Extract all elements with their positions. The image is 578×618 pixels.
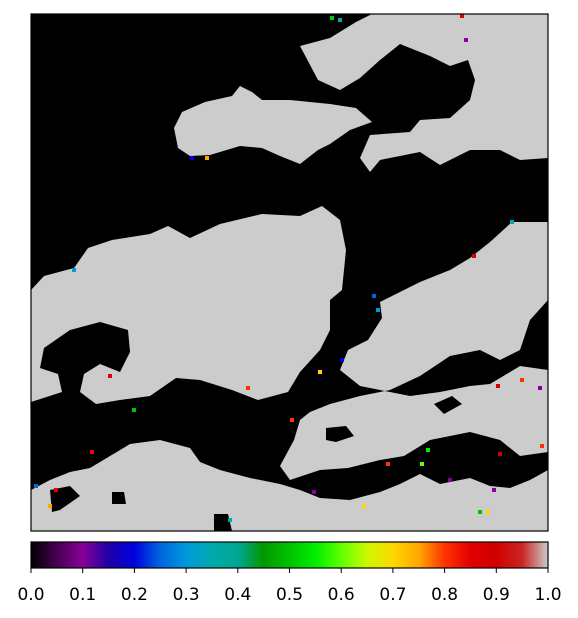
- heatmap-region: [280, 222, 548, 480]
- speckle: [132, 408, 136, 412]
- speckle: [478, 510, 482, 514]
- colorbar-gradient-bar: [31, 542, 548, 568]
- heatmap-region: [31, 206, 346, 404]
- heatmap-region: [31, 440, 548, 531]
- speckle: [205, 156, 209, 160]
- colorbar-tick-label: 0.7: [379, 585, 406, 605]
- speckle: [448, 478, 452, 482]
- colorbar-tick-label: 0.5: [276, 585, 303, 605]
- heatmap-frame: [30, 13, 549, 532]
- speckle: [290, 418, 294, 422]
- speckle: [72, 268, 76, 272]
- speckle: [460, 14, 464, 18]
- colorbar-tick-label: 0.3: [173, 585, 200, 605]
- speckle: [246, 386, 250, 390]
- speckle: [108, 374, 112, 378]
- colorbar-tick-label: 0.0: [17, 585, 44, 605]
- speckle: [90, 450, 94, 454]
- speckle: [426, 448, 430, 452]
- colorbar-tick-label: 0.9: [483, 585, 510, 605]
- heatmap-hole: [214, 514, 232, 531]
- speckle: [338, 18, 342, 22]
- heatmap-panel: [30, 13, 549, 532]
- speckle: [362, 504, 366, 508]
- heatmap-hole: [326, 426, 354, 442]
- heatmap-speckles: [34, 14, 544, 522]
- speckle: [330, 16, 334, 20]
- speckle: [496, 384, 500, 388]
- heatmap-hole: [112, 492, 126, 504]
- speckle: [520, 378, 524, 382]
- speckle: [376, 308, 380, 312]
- colorbar-tick-label: 0.4: [224, 585, 251, 605]
- speckle: [538, 386, 542, 390]
- speckle: [228, 518, 232, 522]
- colorbar-tick-label: 0.8: [431, 585, 458, 605]
- heatmap-hole: [50, 486, 80, 512]
- colorbar-tick-label: 1.0: [534, 585, 561, 605]
- heatmap-region: [174, 86, 372, 164]
- colorbar-tick-label: 0.2: [121, 585, 148, 605]
- speckle: [540, 444, 544, 448]
- speckle: [190, 156, 194, 160]
- speckle: [34, 484, 38, 488]
- speckle: [486, 510, 490, 514]
- colorbar: 0.0 0.1 0.2 0.3 0.4 0.5 0.6 0.7 0.8 0.9 1.0: [17, 541, 562, 605]
- speckle: [492, 488, 496, 492]
- colorbar-tick-label: 0.6: [328, 585, 355, 605]
- speckle: [472, 254, 476, 258]
- speckle: [318, 370, 322, 374]
- colorbar-ticks: 0.0 0.1 0.2 0.3 0.4 0.5 0.6 0.7 0.8 0.9 1.0: [17, 568, 562, 605]
- speckle: [372, 294, 376, 298]
- speckle: [386, 462, 390, 466]
- speckle: [464, 38, 468, 42]
- heatmap-region: [300, 14, 548, 172]
- speckle: [312, 490, 316, 494]
- speckle: [48, 504, 52, 508]
- colorbar-tick-label: 0.1: [69, 585, 96, 605]
- speckle: [510, 220, 514, 224]
- heatmap-hole: [434, 396, 462, 414]
- speckle: [498, 452, 502, 456]
- speckle: [420, 462, 424, 466]
- speckle: [340, 358, 344, 362]
- speckle: [54, 488, 58, 492]
- heatmap-regions: [31, 14, 548, 531]
